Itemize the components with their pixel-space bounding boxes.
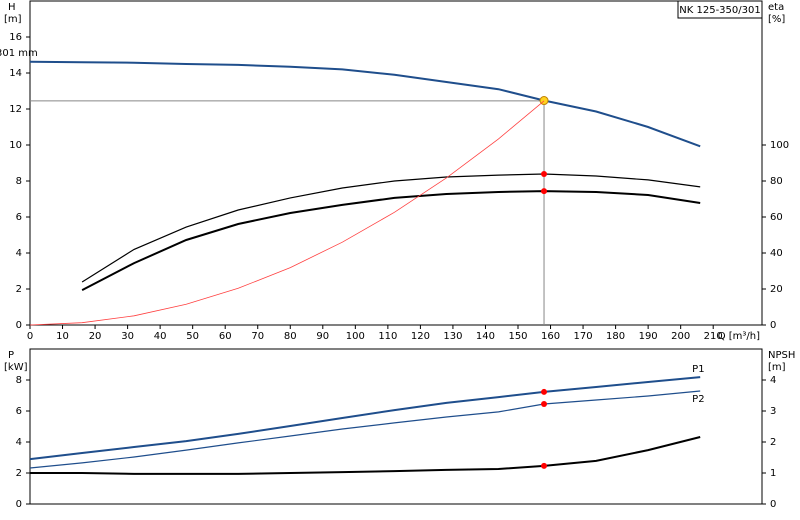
x-tick-label: 200: [671, 331, 690, 342]
x-tick-label: 0: [27, 331, 33, 342]
y-tick-label: 14: [9, 68, 22, 79]
y-axis-unit: [m]: [4, 14, 22, 25]
x-tick-label: 10: [56, 331, 69, 342]
x-tick-label: 170: [574, 331, 593, 342]
y-tick-label: 16: [9, 32, 22, 43]
y2-tick-label: 0: [770, 499, 776, 510]
y-axis-label: H: [8, 2, 16, 13]
legend-title: NK 125-350/301: [679, 5, 760, 16]
duty-dot: [541, 462, 548, 469]
y-tick-label: 6: [16, 406, 22, 417]
series-label: 301 mm: [0, 48, 38, 59]
series-line: [81, 173, 701, 283]
y-tick-label: 10: [9, 140, 22, 151]
x-tick-label: 80: [284, 331, 297, 342]
series-label: P2: [692, 394, 704, 405]
series-line: [29, 376, 701, 461]
y-tick-label: 2: [16, 284, 22, 295]
y-tick-label: 8: [16, 176, 22, 187]
x-tick-label: 110: [378, 331, 397, 342]
y-tick-label: 6: [16, 212, 22, 223]
y-axis-label: P: [8, 350, 14, 361]
x-tick-label: 100: [346, 331, 365, 342]
y2-tick-label: 20: [770, 284, 783, 295]
x-tick-label: 130: [443, 331, 462, 342]
x-tick-label: 140: [476, 331, 495, 342]
series-line: [81, 190, 701, 291]
y-tick-label: 12: [9, 104, 22, 115]
duty-dot: [541, 170, 548, 177]
y2-axis-unit: [m]: [768, 362, 786, 373]
x-tick-label: 20: [89, 331, 102, 342]
y-tick-label: 8: [16, 375, 22, 386]
y-axis-unit: [kW]: [4, 362, 28, 373]
y-tick-label: 4: [16, 248, 22, 259]
x-axis-label: Q [m³/h]: [718, 331, 760, 342]
y2-tick-label: 2: [770, 437, 776, 448]
y-tick-label: 4: [16, 437, 22, 448]
x-tick-label: 160: [541, 331, 560, 342]
duty-dot: [541, 388, 548, 395]
plot-frame: [29, 348, 763, 505]
duty-dot: [541, 401, 548, 408]
series-line: [29, 60, 701, 148]
x-tick-label: 120: [411, 331, 430, 342]
series-line: [30, 436, 701, 475]
y2-tick-label: 1: [770, 468, 776, 479]
duty-dot: [541, 188, 548, 195]
y2-tick-label: 0: [770, 320, 776, 331]
x-tick-label: 90: [316, 331, 329, 342]
series-line: [29, 390, 701, 469]
y2-tick-label: 60: [770, 212, 783, 223]
x-tick-label: 40: [154, 331, 167, 342]
y2-tick-label: 40: [770, 248, 783, 259]
y2-tick-label: 100: [770, 140, 789, 151]
y2-axis-unit: [%]: [768, 14, 785, 25]
y-tick-label: 0: [16, 499, 22, 510]
x-tick-label: 210: [704, 331, 723, 342]
plot-frame: [29, 0, 763, 326]
x-tick-label: 190: [639, 331, 658, 342]
y2-axis-label: NPSH: [768, 350, 795, 361]
y-tick-label: 0: [16, 320, 22, 331]
y2-tick-label: 3: [770, 406, 776, 417]
y2-tick-label: 80: [770, 176, 783, 187]
x-tick-label: 50: [186, 331, 199, 342]
x-tick-label: 70: [251, 331, 264, 342]
x-tick-label: 30: [121, 331, 134, 342]
x-tick-label: 180: [606, 331, 625, 342]
series-label: P1: [692, 364, 704, 375]
x-tick-label: 60: [219, 331, 232, 342]
legend-box: [677, 0, 763, 19]
y2-tick-label: 4: [770, 375, 776, 386]
y2-axis-label: eta: [768, 2, 784, 13]
y-tick-label: 2: [16, 468, 22, 479]
series-line: [29, 100, 545, 326]
x-tick-label: 150: [508, 331, 527, 342]
